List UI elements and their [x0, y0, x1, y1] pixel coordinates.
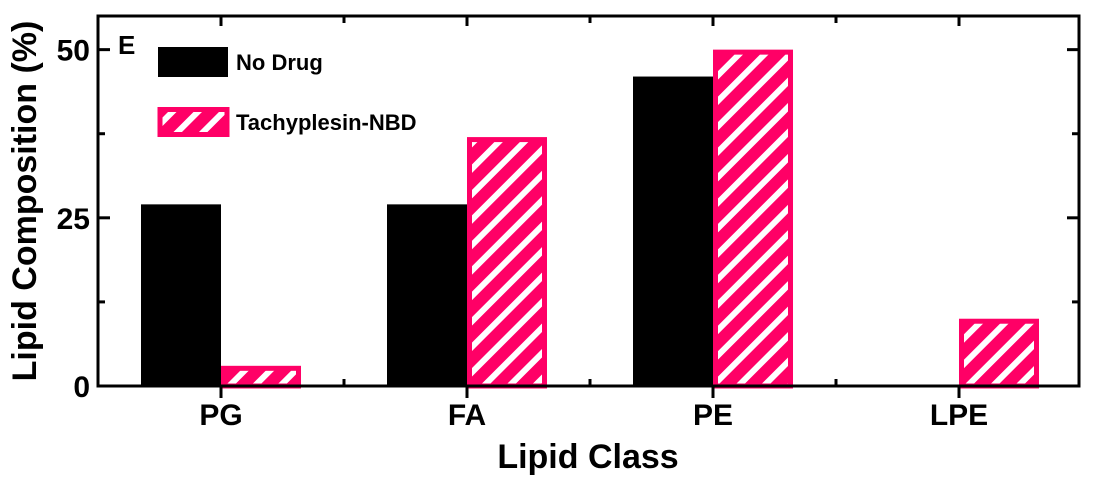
x-tick-label-pg: PG: [199, 399, 242, 432]
plot-frame: [96, 14, 1081, 388]
legend-swatch-no-drug: [158, 47, 228, 77]
x-tick-label-lpe: LPE: [930, 399, 988, 432]
y-tick-label-50: 50: [57, 35, 90, 68]
x-tick-label-fa: FA: [448, 399, 486, 432]
legend-label-no-drug: No Drug: [236, 50, 323, 75]
legend-swatch-tachyplesin-nbd: [157, 107, 230, 137]
y-tick-label-0: 0: [73, 371, 90, 404]
y-axis-title: Lipid Composition (%): [6, 21, 44, 382]
bar-pg-tachyplesin-nbd: [221, 365, 301, 389]
legend-label-tachyplesin-nbd: Tachyplesin-NBD: [236, 110, 417, 135]
panel-letter: E: [118, 30, 135, 60]
x-axis-title: Lipid Class: [497, 438, 678, 476]
x-tick-label-pe: PE: [693, 399, 733, 432]
bar-lpe-tachyplesin-nbd: [959, 318, 1039, 389]
y-tick-label-25: 25: [57, 203, 90, 236]
bar-pg-no-drug: [141, 204, 221, 386]
bar-fa-tachyplesin-nbd: [467, 137, 547, 389]
bar-pe-tachyplesin-nbd: [713, 49, 793, 389]
bar-fa-no-drug: [387, 204, 467, 386]
bar-pe-no-drug: [633, 76, 713, 386]
